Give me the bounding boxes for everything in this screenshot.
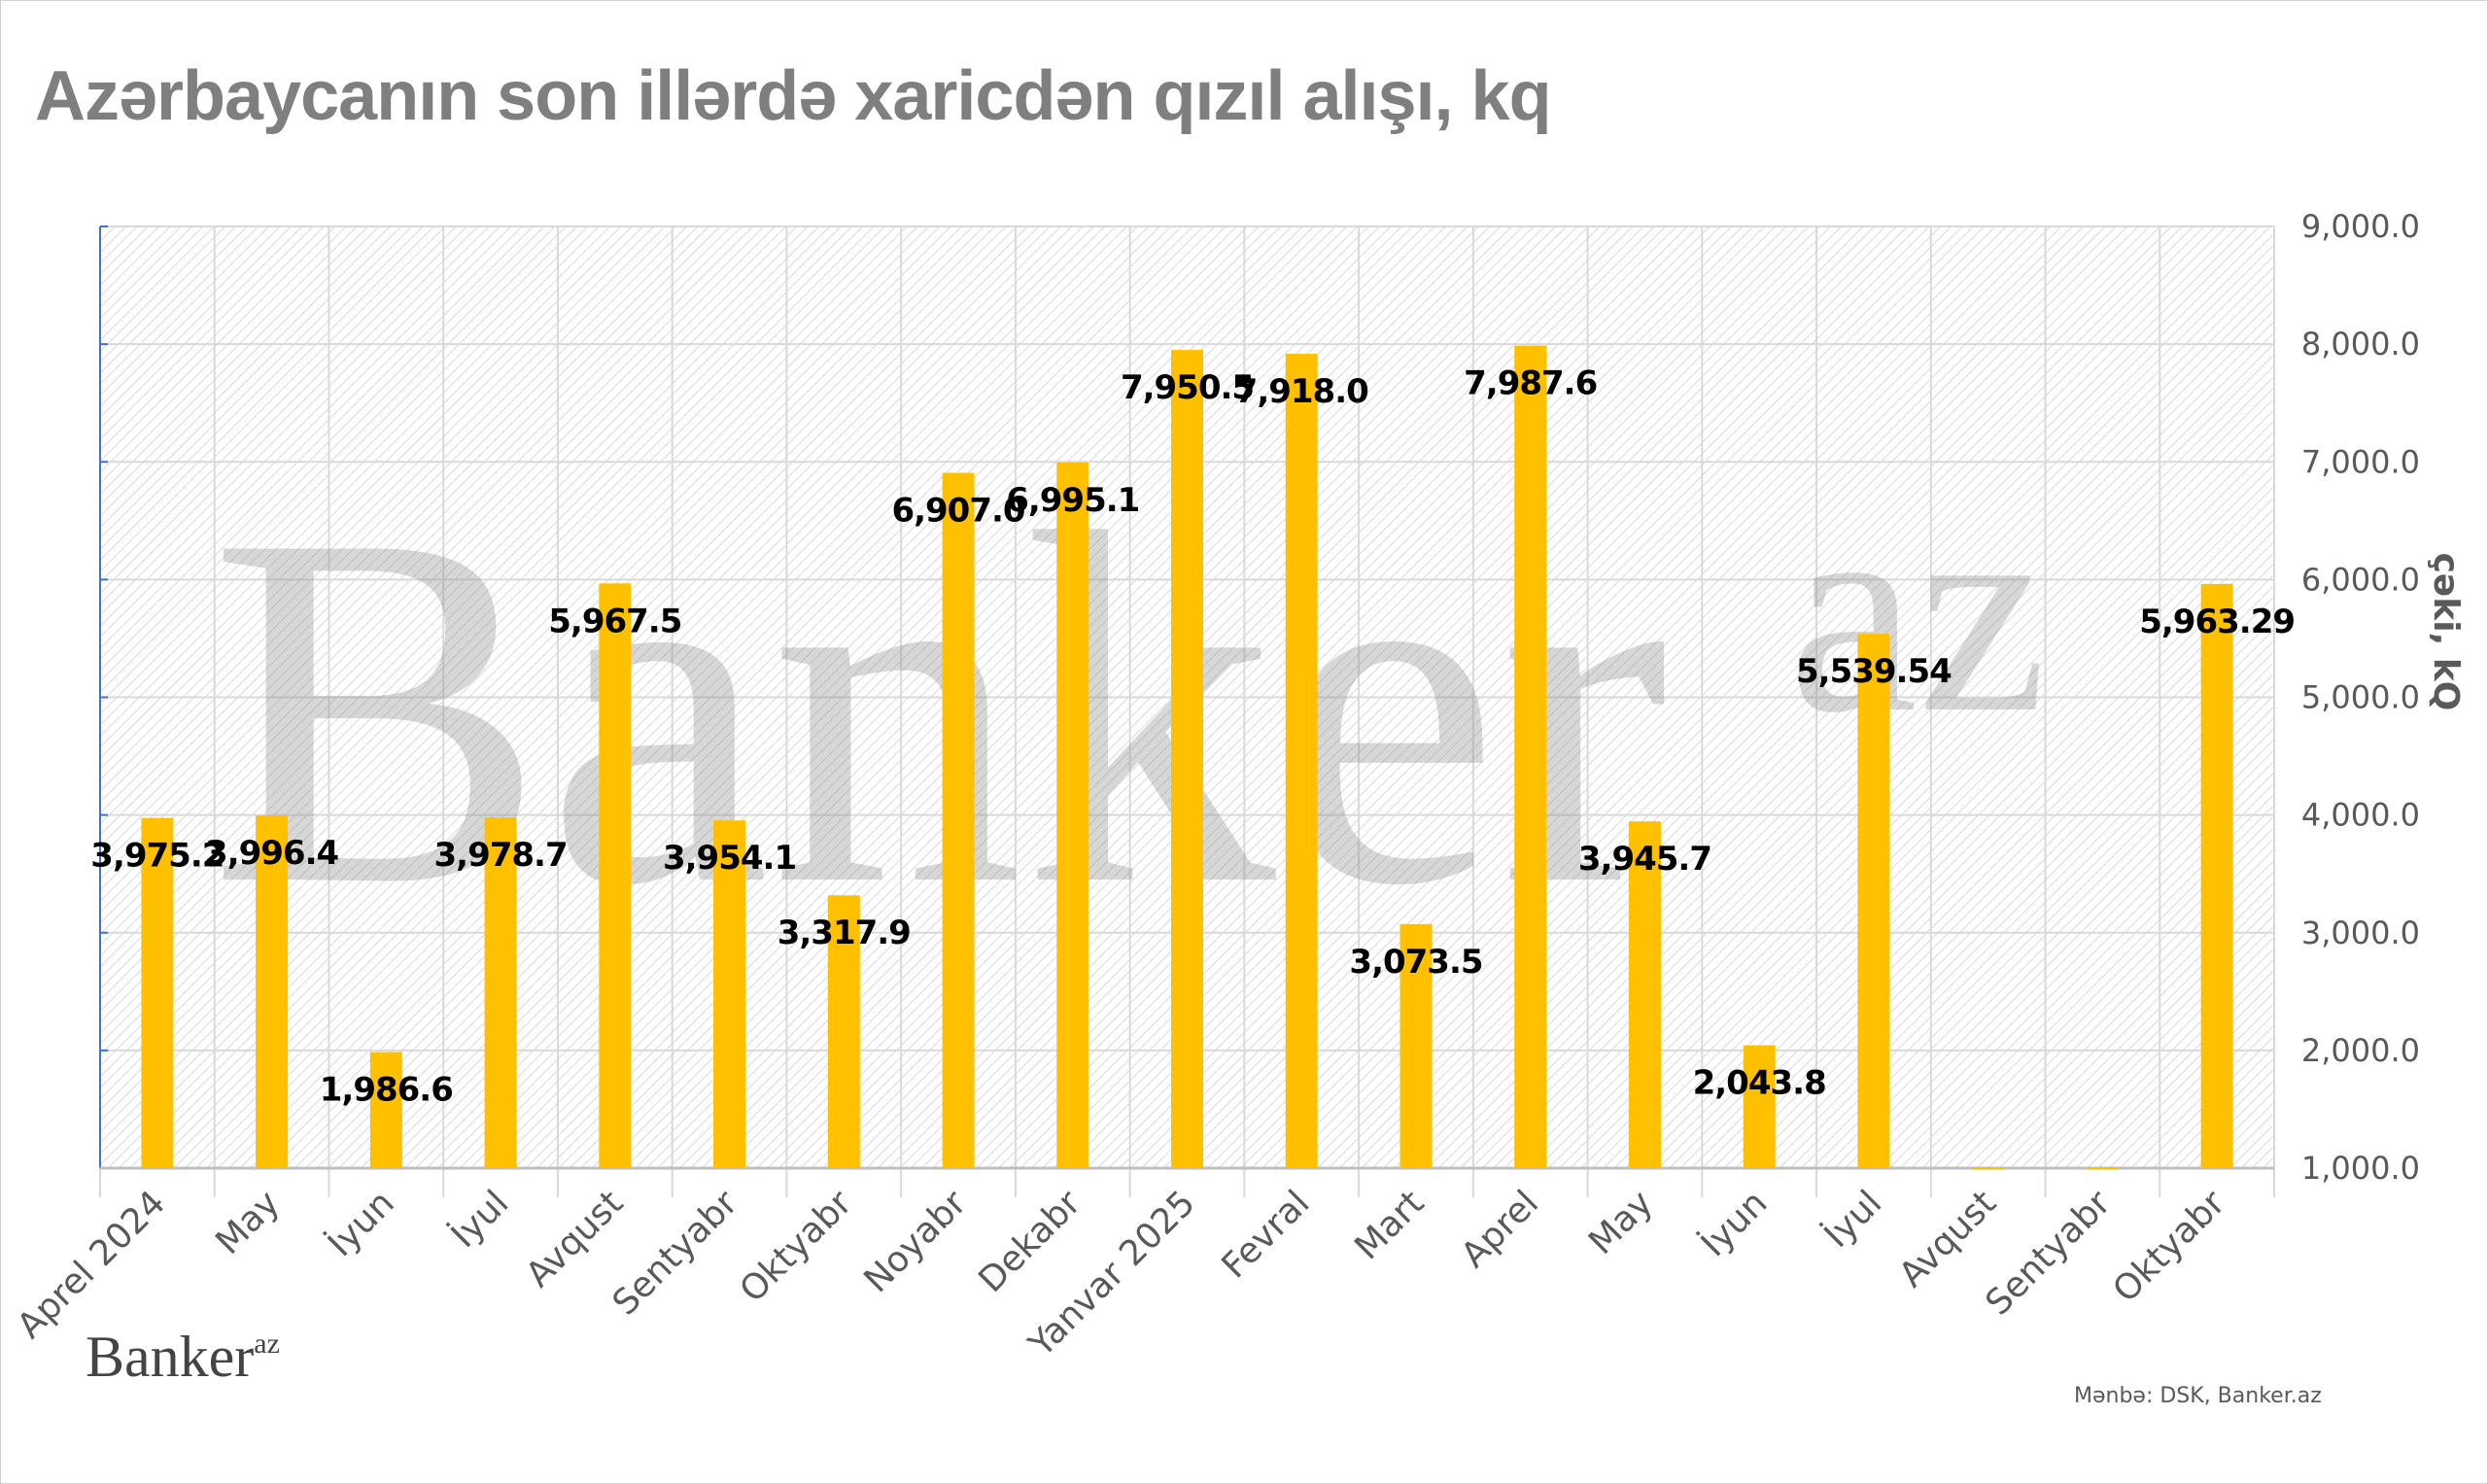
bar [713,820,746,1168]
data-label: 6,995.1 [1006,481,1139,520]
logo-sup: az [254,1328,280,1360]
y-axis-title: çəki, kQ [2426,553,2466,711]
data-label: 2,043.8 [1693,1064,1826,1103]
x-tick-label: Oktyabr [733,1183,860,1310]
x-tick-label: Noyabr [856,1183,974,1300]
bar [369,1052,402,1168]
bar [484,817,517,1168]
data-label: 1,986.6 [320,1070,453,1109]
data-label: 3,954.1 [663,839,796,878]
watermark-text: Banker [209,431,1669,989]
bar [1400,923,1433,1168]
bar [942,472,975,1168]
bar [1171,350,1203,1168]
bar [1056,462,1089,1168]
x-tick-label: May [1581,1183,1661,1262]
y-tick-label: 2,000.0 [2301,1032,2420,1069]
x-tick-label: İyun [320,1183,402,1265]
bar [1857,634,1890,1168]
data-label: 3,945.7 [1578,840,1711,879]
y-tick-label: 7,000.0 [2301,443,2420,480]
data-label: 3,317.9 [778,914,911,952]
banker-logo: Bankeraz [86,1324,280,1391]
x-tick-label: Mart [1347,1183,1432,1267]
data-label: 3,978.7 [434,836,568,875]
data-label: 5,967.5 [548,602,681,640]
bar [1628,821,1661,1168]
bar [1972,1167,2005,1169]
data-label: 7,987.6 [1464,364,1597,403]
x-tick-label: Avqust [1891,1183,2004,1295]
y-tick-label: 9,000.0 [2301,208,2420,245]
source-note: Mənbə: DSK, Banker.az [2074,1384,2322,1408]
bar [827,895,860,1168]
x-tick-label: İyul [1816,1183,1889,1256]
data-label: 3,073.5 [1349,943,1482,982]
bar [141,817,174,1168]
chart-title: Azərbaycanın son illərdə xaricdən qızıl … [35,57,1552,135]
bar [2086,1167,2119,1169]
y-tick-label: 4,000.0 [2301,797,2420,834]
bar [1514,345,1547,1168]
bar [1285,354,1318,1168]
x-tick-label: Sentyabr [605,1183,745,1323]
watermark-sup: az [1788,450,2047,773]
data-label: 7,950.5 [1121,368,1254,407]
x-tick-label: Aprel 2024 [10,1183,173,1346]
data-label: 3,996.4 [205,834,338,873]
bar [1743,1045,1776,1168]
x-tick-label: May [208,1183,288,1262]
bar [2200,583,2233,1168]
logo-text: Banker [86,1325,255,1389]
data-label: 7,918.0 [1235,372,1368,411]
x-tick-label: Oktyabr [2105,1183,2232,1310]
x-tick-label: Avqust [519,1183,632,1295]
bar [256,815,289,1168]
x-tick-label: Sentyabr [1979,1183,2119,1323]
y-tick-label: 5,000.0 [2301,679,2420,716]
y-tick-label: 3,000.0 [2301,915,2420,951]
y-tick-label: 6,000.0 [2301,561,2420,598]
y-tick-label: 1,000.0 [2301,1150,2420,1187]
data-label: 5,963.29 [2139,603,2295,641]
bar [599,583,632,1168]
x-tick-label: Dekabr [971,1183,1088,1300]
data-label: 3,975.2 [90,837,224,876]
data-label: 5,539.54 [1796,652,1952,691]
x-tick-label: Fevral [1214,1183,1317,1286]
y-tick-label: 8,000.0 [2301,326,2420,362]
x-tick-label: Aprel [1454,1183,1546,1275]
x-tick-label: İyul [443,1183,516,1256]
data-label: 6,907.0 [891,492,1024,531]
x-tick-label: İyun [1693,1183,1776,1265]
